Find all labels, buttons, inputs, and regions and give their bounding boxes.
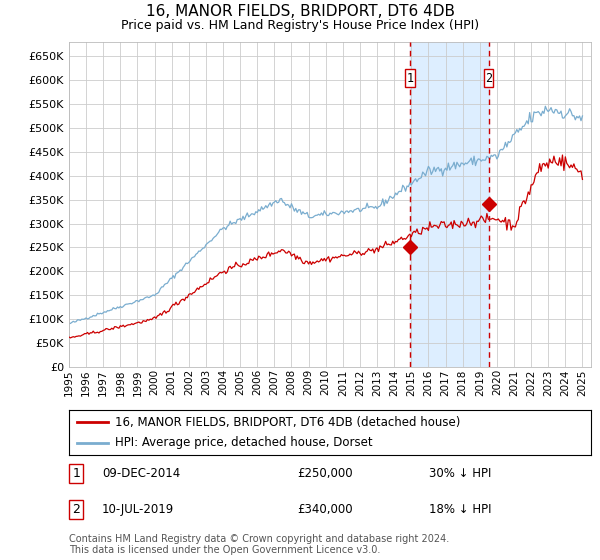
Text: 2008: 2008 [286,369,296,395]
Text: 10-JUL-2019: 10-JUL-2019 [102,503,174,516]
Text: 18% ↓ HPI: 18% ↓ HPI [429,503,491,516]
Text: 2004: 2004 [218,369,228,395]
FancyBboxPatch shape [484,69,493,87]
Text: 2007: 2007 [269,369,280,395]
Text: Contains HM Land Registry data © Crown copyright and database right 2024.
This d: Contains HM Land Registry data © Crown c… [69,534,449,555]
Text: 2023: 2023 [543,369,553,395]
Text: 2006: 2006 [252,369,262,395]
Text: 2019: 2019 [475,369,485,395]
Text: 1999: 1999 [133,369,142,396]
Text: 2010: 2010 [321,369,331,395]
Text: 2014: 2014 [389,369,399,395]
Text: 2001: 2001 [167,369,176,395]
Text: 2: 2 [485,72,492,85]
Text: 2016: 2016 [424,369,433,395]
Text: 16, MANOR FIELDS, BRIDPORT, DT6 4DB (detached house): 16, MANOR FIELDS, BRIDPORT, DT6 4DB (det… [115,416,460,428]
Text: Price paid vs. HM Land Registry's House Price Index (HPI): Price paid vs. HM Land Registry's House … [121,19,479,32]
Text: 2: 2 [72,503,80,516]
Text: 2013: 2013 [372,369,382,395]
Text: 2022: 2022 [526,369,536,395]
Bar [410,42,488,367]
Text: 2000: 2000 [149,369,160,395]
Text: 1997: 1997 [98,369,108,396]
Text: £250,000: £250,000 [297,466,353,480]
FancyBboxPatch shape [406,69,415,87]
Text: 09-DEC-2014: 09-DEC-2014 [102,466,180,480]
Text: 1: 1 [407,72,413,85]
Text: 2017: 2017 [440,369,451,395]
Text: 2002: 2002 [184,369,194,395]
Text: 2021: 2021 [509,369,519,395]
Text: £340,000: £340,000 [297,503,353,516]
Text: 30% ↓ HPI: 30% ↓ HPI [429,466,491,480]
Text: 2020: 2020 [492,369,502,395]
Text: 1998: 1998 [115,369,125,396]
Text: 1995: 1995 [64,369,74,396]
Text: 2015: 2015 [406,369,416,395]
Text: 2024: 2024 [560,369,571,395]
Text: HPI: Average price, detached house, Dorset: HPI: Average price, detached house, Dors… [115,436,373,449]
Text: 2005: 2005 [235,369,245,395]
Text: 2018: 2018 [458,369,467,395]
Text: 16, MANOR FIELDS, BRIDPORT, DT6 4DB: 16, MANOR FIELDS, BRIDPORT, DT6 4DB [146,4,455,19]
Text: 2025: 2025 [577,369,587,395]
Text: 2011: 2011 [338,369,348,395]
Text: 2012: 2012 [355,369,365,395]
Text: 2003: 2003 [201,369,211,395]
Text: 1: 1 [72,466,80,480]
Text: 1996: 1996 [81,369,91,396]
Text: 2009: 2009 [304,369,314,395]
